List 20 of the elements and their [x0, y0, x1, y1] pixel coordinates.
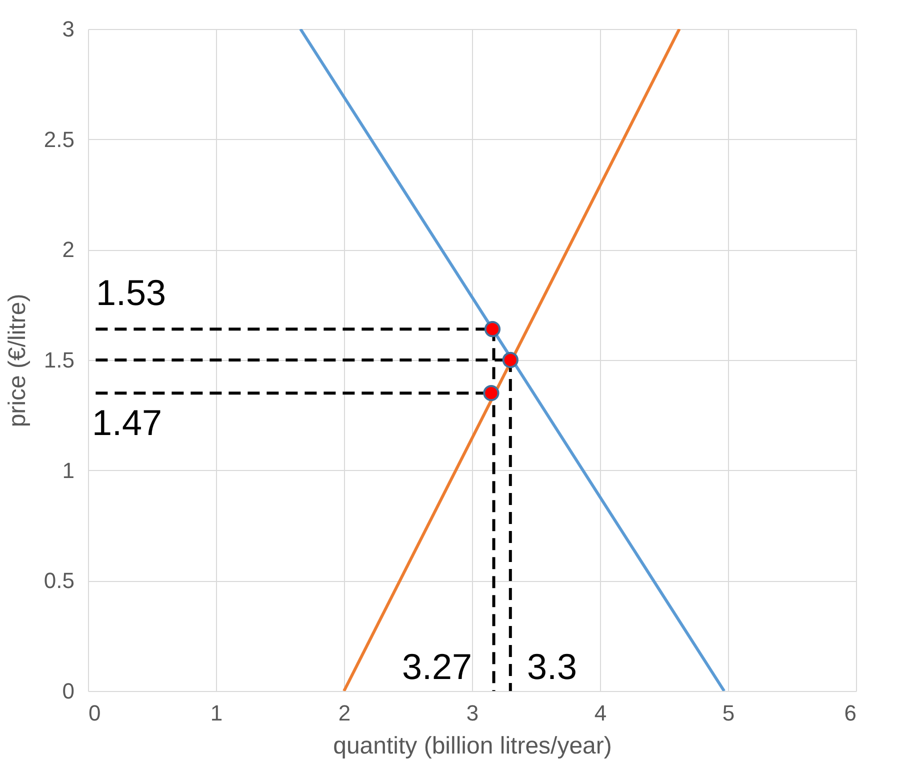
- annotation: 3.3: [526, 646, 578, 687]
- x-tick-label: 5: [722, 700, 735, 726]
- y-axis-title: price (€/litre): [4, 294, 31, 428]
- y-tick-label: 1: [62, 458, 74, 483]
- y-tick-label: 2: [62, 237, 74, 262]
- y-tick-label: 1.5: [44, 348, 74, 372]
- y-tick-label: 2.5: [44, 126, 74, 152]
- y-tick-label: 3: [62, 16, 74, 42]
- x-tick-label: 0: [88, 700, 101, 726]
- annotation: 1.47: [92, 402, 162, 443]
- x-tick-label: 3: [466, 700, 479, 726]
- x-tick-label: 1: [210, 700, 223, 726]
- x-axis-title: quantity (billion litres/year): [333, 732, 612, 760]
- annotation: 3.27: [402, 646, 472, 687]
- y-tick-label: 0: [62, 678, 74, 704]
- x-tick-label: 4: [594, 700, 607, 726]
- x-tick-label: 6: [844, 700, 856, 726]
- annotation: 1.53: [96, 272, 166, 313]
- y-tick-label: 0.5: [44, 568, 74, 594]
- x-tick-label: 2: [338, 700, 351, 726]
